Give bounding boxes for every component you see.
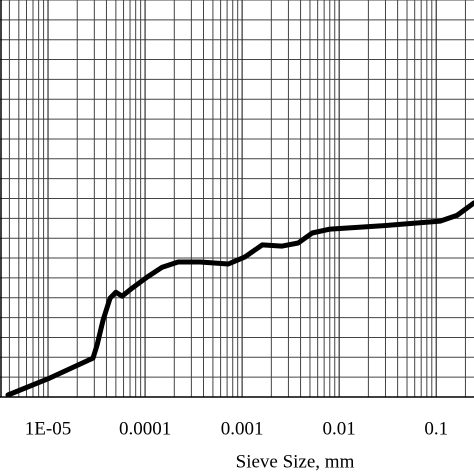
- data-line: [5, 200, 474, 398]
- x-axis-label: Sieve Size, mm: [236, 451, 355, 472]
- x-tick-label: 1E-05: [25, 418, 71, 439]
- x-tick-label: 0.0001: [119, 418, 171, 439]
- x-tick-label: 0.001: [221, 418, 264, 439]
- x-tick-label: 0.01: [323, 418, 356, 439]
- x-tick-label: 0.1: [424, 418, 448, 439]
